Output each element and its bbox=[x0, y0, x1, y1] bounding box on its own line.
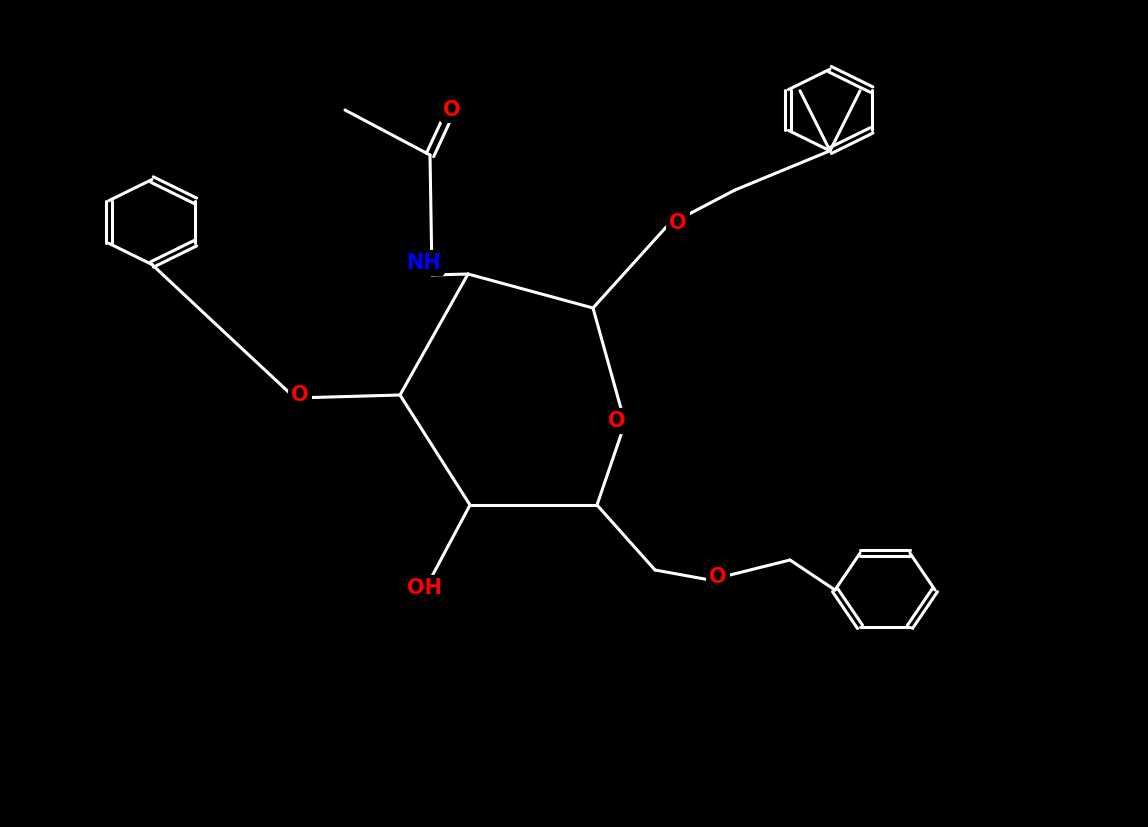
Text: O: O bbox=[709, 567, 727, 587]
Text: OH: OH bbox=[408, 578, 442, 598]
Text: O: O bbox=[608, 411, 626, 431]
Text: O: O bbox=[669, 213, 687, 233]
Text: NH: NH bbox=[406, 253, 441, 273]
Text: O: O bbox=[292, 385, 309, 405]
Text: O: O bbox=[443, 100, 460, 120]
